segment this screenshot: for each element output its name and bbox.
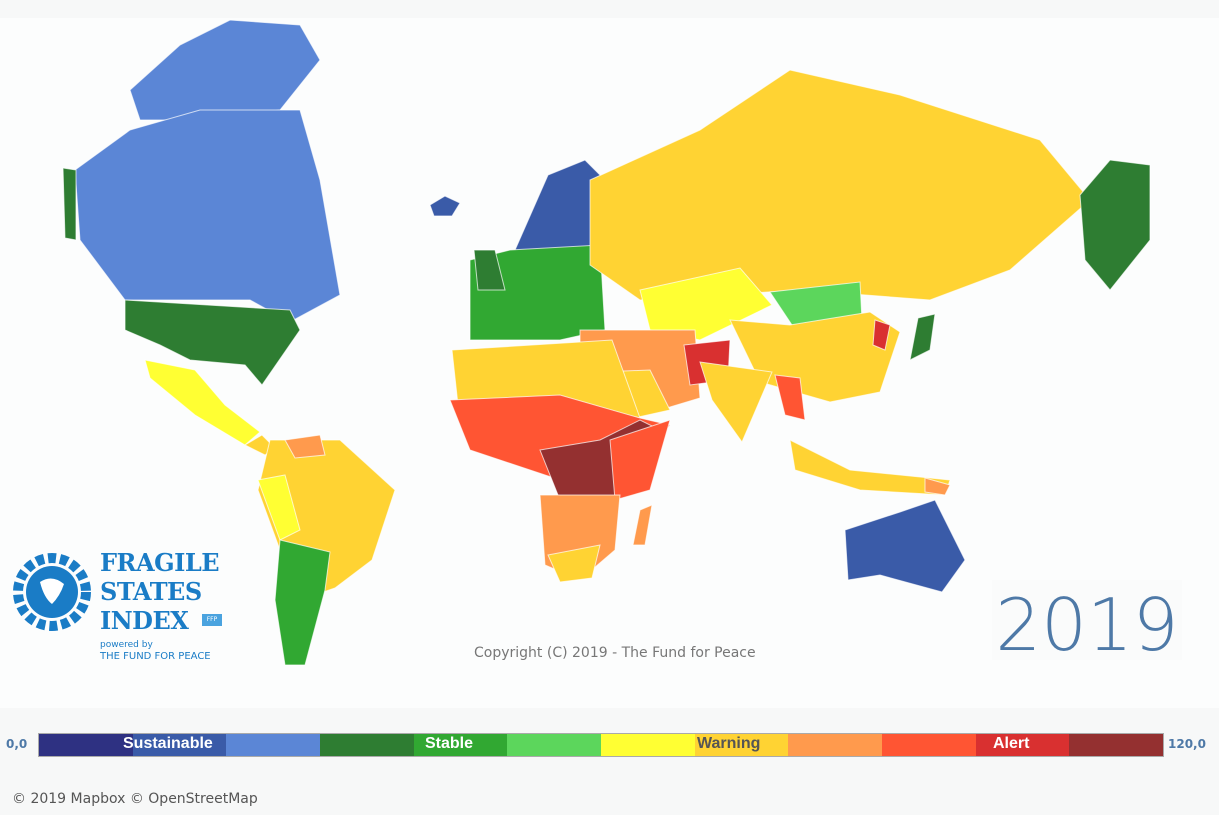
legend-label-warning: Warning (697, 735, 761, 752)
region-madagascar (632, 504, 653, 546)
copyright-text: Copyright (C) 2019 - The Fund for Peace (474, 645, 756, 661)
map-attribution[interactable]: © 2019 Mapbox © OpenStreetMap (12, 791, 258, 807)
region-korea (872, 319, 891, 351)
region-usa (124, 299, 301, 386)
region-south-africa (547, 544, 601, 583)
region-russia (589, 69, 1091, 301)
region-argentina (274, 539, 331, 666)
legend-segment-9 (882, 734, 976, 756)
legend-segment-2 (226, 734, 321, 756)
region-canada (74, 109, 341, 323)
logo-powered-by: powered by THE FUND FOR PEACE (100, 640, 211, 663)
logo-line2: STATES (100, 577, 202, 606)
region-iceland (429, 195, 461, 217)
legend-min: 0,0 (6, 737, 28, 751)
legend-max: 120,0 (1168, 737, 1206, 751)
legend-segment-8 (788, 734, 883, 756)
color-legend (38, 733, 1164, 757)
logo-title: FRAGILE STATES INDEX (100, 548, 220, 635)
region-australia (844, 499, 966, 593)
legend-label-stable: Stable (425, 735, 474, 752)
world-map[interactable] (0, 0, 1219, 725)
legend-segment-3 (320, 734, 414, 756)
region-uk (473, 249, 506, 291)
legend-segment-1 (132, 734, 227, 756)
powered-by-text: powered by (100, 640, 153, 650)
legend-segment-11 (1069, 734, 1164, 756)
region-png (924, 477, 951, 496)
legend-segment-10 (975, 734, 1070, 756)
region-alaska (1079, 159, 1151, 291)
region-india (699, 361, 773, 444)
logo-line3: INDEX (100, 606, 189, 635)
logo-line1: FRAGILE (100, 548, 220, 577)
year-label: 2019 (992, 580, 1182, 667)
legend-label-sustainable: Sustainable (123, 735, 213, 752)
gear-globe-icon (13, 553, 91, 631)
region-canada-arctic (129, 19, 321, 121)
fragile-states-index-logo: FRAGILE STATES INDEX FFP powered by THE … (12, 548, 232, 668)
region-myanmar (774, 374, 806, 421)
legend-segment-7 (694, 734, 789, 756)
legend-segment-0 (39, 734, 133, 756)
region-china (729, 311, 901, 403)
region-east-africa (609, 419, 671, 501)
region-alaska-strip (62, 167, 77, 241)
region-mexico (144, 359, 261, 446)
legend-segment-6 (601, 734, 695, 756)
ffp-badge: FFP (202, 614, 222, 626)
legend-segment-5 (507, 734, 602, 756)
org-name: THE FUND FOR PEACE (100, 651, 211, 662)
region-peru (257, 474, 301, 541)
legend-label-alert: Alert (993, 735, 1030, 752)
legend-segment-4 (413, 734, 508, 756)
region-venezuela (284, 434, 326, 459)
region-japan (909, 313, 936, 361)
